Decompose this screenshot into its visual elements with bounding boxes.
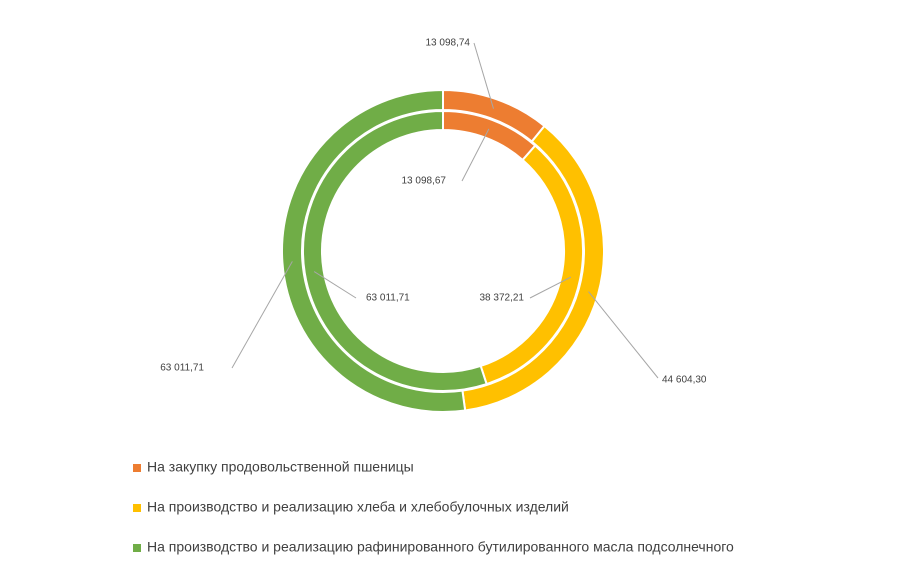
doughnut-segment — [302, 109, 488, 392]
legend-label: На производство и реализацию хлеба и хле… — [147, 499, 569, 515]
leader-line — [231, 261, 293, 369]
leader-line — [529, 276, 572, 299]
legend-swatch — [133, 544, 141, 552]
data-label: 13 098,74 — [426, 38, 471, 49]
data-label: 44 604,30 — [662, 375, 707, 386]
legend-label: На закупку продовольственной пшеницы — [147, 459, 414, 475]
data-label: 38 372,21 — [480, 293, 525, 304]
legend-swatch — [133, 504, 141, 512]
leader-line — [461, 128, 490, 182]
leader-line — [313, 271, 357, 299]
leader-line — [473, 42, 494, 109]
legend-swatch — [133, 464, 141, 472]
legend-label: На производство и реализацию рафинирован… — [147, 539, 734, 555]
data-label: 13 098,67 — [402, 176, 447, 187]
data-label: 63 011,71 — [160, 363, 204, 374]
data-label: 63 011,71 — [366, 293, 410, 304]
leader-line — [588, 291, 659, 379]
